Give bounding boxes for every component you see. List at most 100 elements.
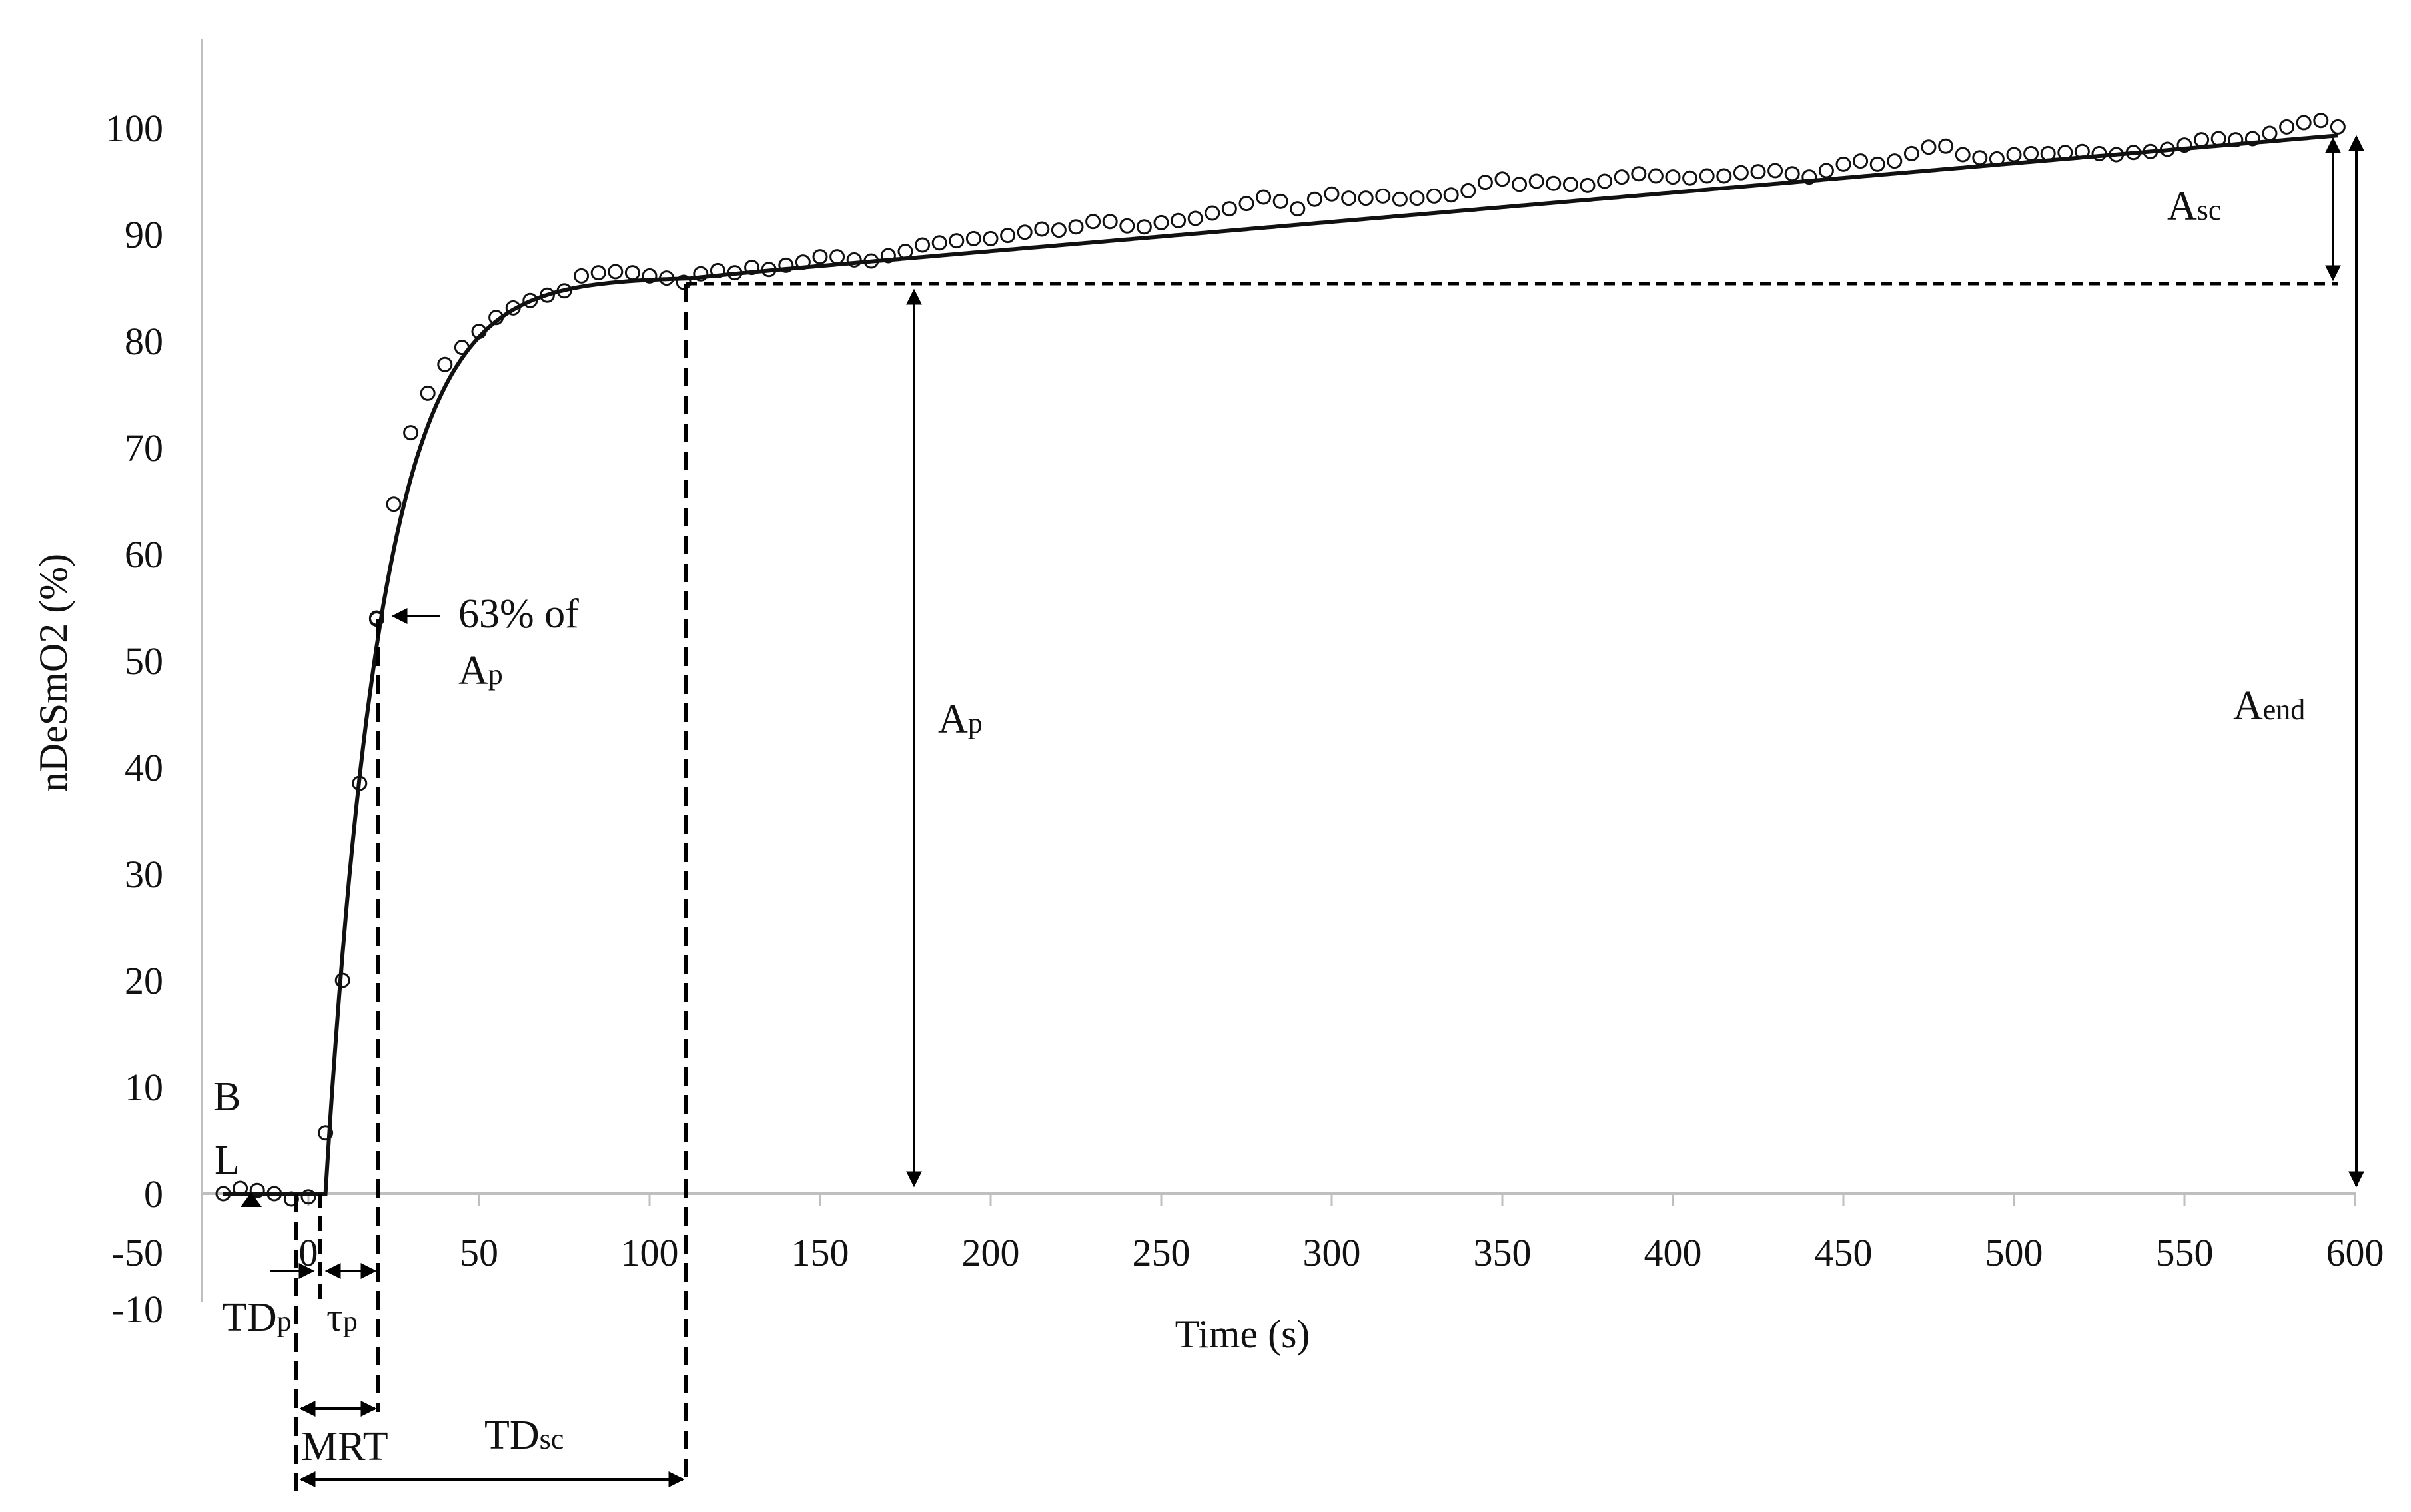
- data-point: [1477, 175, 1493, 190]
- x-tick-label: 350: [1474, 1231, 1532, 1274]
- x-tick-label: 250: [1133, 1231, 1191, 1274]
- data-point: [1767, 163, 1783, 179]
- data-point: [829, 249, 845, 265]
- data-point: [1562, 177, 1578, 192]
- data-point: [1631, 166, 1647, 182]
- data-point: [2330, 119, 2346, 135]
- data-point: [352, 775, 368, 791]
- data-point: [1716, 168, 1732, 184]
- data-point: [1409, 190, 1425, 206]
- data-point: [965, 230, 981, 246]
- taup-label-main: τ: [326, 1295, 343, 1340]
- x-tick-label: 0: [299, 1231, 318, 1274]
- data-point: [778, 257, 794, 273]
- y-tick-label: 20: [125, 959, 163, 1002]
- data-point: [2279, 119, 2295, 135]
- y-tick-label: 30: [125, 853, 163, 896]
- y-tick-label: 50: [125, 639, 163, 683]
- data-point: [2296, 115, 2312, 131]
- x-tick-label: 500: [1985, 1231, 2043, 1274]
- tdp-label-sub: p: [277, 1305, 292, 1337]
- data-point: [300, 1189, 316, 1205]
- data-point: [863, 253, 879, 269]
- data-point: [1733, 165, 1749, 181]
- data-point: [1153, 214, 1169, 230]
- data-point: [1358, 190, 1374, 206]
- taup-label-sub: p: [343, 1305, 358, 1337]
- data-point: [318, 1125, 334, 1141]
- data-point: [1392, 191, 1408, 207]
- aend-label-sub: end: [2263, 693, 2306, 726]
- data-point: [505, 300, 521, 316]
- axes: [201, 39, 2356, 1302]
- asc-label-main: A: [2167, 184, 2197, 229]
- data-point: [1682, 170, 1698, 186]
- data-point: [1136, 219, 1152, 235]
- x-tick-label: 300: [1303, 1231, 1361, 1274]
- annotation-labels: B L 63% of Ap Ap Asc Aend TDp τp MRT TDs…: [213, 184, 2305, 1469]
- data-point: [1853, 153, 1869, 169]
- data-point: [2109, 147, 2125, 163]
- y-tick-label: 10: [125, 1066, 163, 1109]
- data-point: [727, 265, 743, 281]
- data-point: [522, 292, 538, 308]
- tdp-label: TDp: [222, 1295, 292, 1340]
- data-point: [420, 385, 436, 401]
- data-point: [1528, 173, 1544, 189]
- data-point: [1972, 150, 1988, 166]
- data-point: [1750, 164, 1766, 180]
- aend-label: Aend: [2233, 683, 2305, 729]
- data-point: [2159, 141, 2175, 157]
- data-point: [1818, 163, 1834, 179]
- pct63-label-line2: Ap: [458, 648, 503, 693]
- data-point: [1460, 183, 1476, 198]
- data-point: [2176, 137, 2192, 153]
- data-point: [846, 252, 862, 268]
- x-tick-label: 450: [1815, 1231, 1873, 1274]
- data-point: [693, 266, 709, 282]
- data-point: [897, 244, 913, 260]
- data-point: [1221, 201, 1237, 217]
- data-point: [2006, 147, 2022, 163]
- data-point: [1205, 205, 1220, 221]
- data-point: [2074, 143, 2090, 159]
- data-point: [2125, 145, 2141, 161]
- data-point: [710, 262, 725, 278]
- bl-marker-triangle: [241, 1192, 262, 1207]
- data-point: [1699, 168, 1715, 184]
- data-point: [574, 268, 590, 284]
- data-point: [983, 230, 999, 246]
- x-tick-label: 50: [460, 1231, 498, 1274]
- data-point: [1187, 210, 1203, 226]
- data-point: [1887, 153, 1903, 169]
- data-point: [471, 324, 487, 340]
- data-point: [1938, 138, 1954, 154]
- data-point: [1272, 193, 1288, 209]
- data-point: [2244, 131, 2260, 147]
- data-point: [1955, 147, 1971, 163]
- y-tick-label: 0: [144, 1172, 163, 1216]
- y-tick-label: 40: [125, 746, 163, 789]
- data-point: [1171, 212, 1187, 228]
- data-point: [931, 235, 947, 251]
- data-point: [1426, 188, 1442, 204]
- data-point: [1000, 228, 1016, 244]
- data-point: [1580, 177, 1596, 193]
- data-point: [1614, 169, 1630, 185]
- data-point: [1290, 201, 1306, 217]
- x-tick-label: 600: [2326, 1231, 2384, 1274]
- x-tick-labels: 0 50 100 150 200 250 300 350 400 450 500 550 600: [299, 1194, 2384, 1274]
- tdsc-label-main: TD: [484, 1413, 540, 1458]
- data-point: [795, 254, 811, 270]
- data-point: [2057, 145, 2073, 161]
- data-point: [590, 265, 606, 281]
- data-point: [1869, 156, 1885, 172]
- bl-label-top: B: [213, 1074, 241, 1120]
- mrt-label: MRT: [301, 1424, 388, 1469]
- asc-label: Asc: [2167, 184, 2221, 229]
- y-tick-label: 80: [125, 320, 163, 363]
- data-point: [1119, 218, 1135, 234]
- data-point: [1341, 190, 1357, 206]
- x-tick-label: 550: [2156, 1231, 2214, 1274]
- tdsc-label-sub: sc: [540, 1423, 564, 1455]
